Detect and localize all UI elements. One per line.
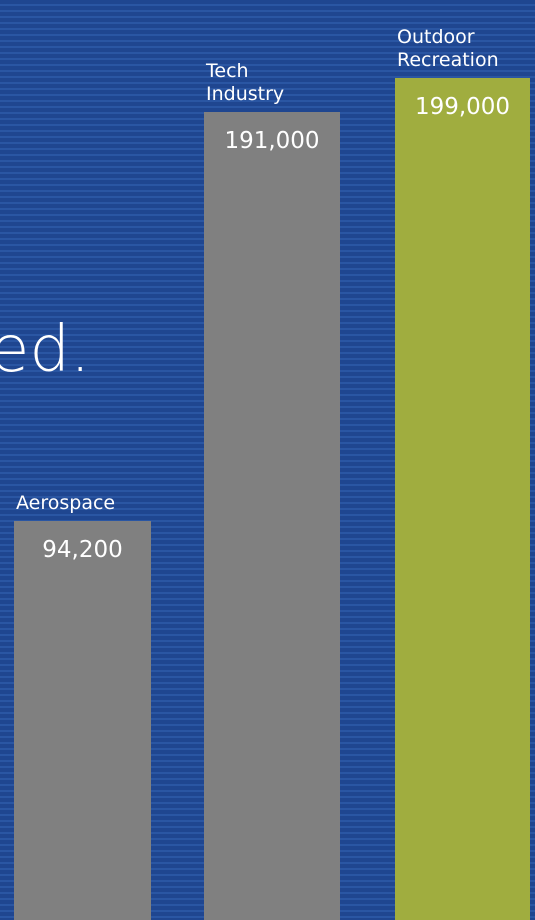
bar-value-label: 94,200 [42,537,123,563]
bar-value-label: 199,000 [414,94,511,120]
category-label: Outdoor Recreation [397,26,499,72]
category-label-line: Recreation [397,49,499,71]
headline-fragment: ed. [0,313,91,387]
bar-outdoor-recreation: 199,000 [395,78,530,920]
category-label-line: Aerospace [16,492,116,514]
category-label-line: Outdoor [397,26,475,48]
bar-tech-industry: 191,000 [204,112,340,920]
category-label-line: Industry [206,83,285,105]
category-label: Aerospace [16,492,115,515]
category-label-line: Tech [206,60,249,82]
bar-aerospace: 94,200 [14,521,151,920]
bar-value-label: 191,000 [224,128,320,154]
category-label: Tech Industry [206,60,284,106]
